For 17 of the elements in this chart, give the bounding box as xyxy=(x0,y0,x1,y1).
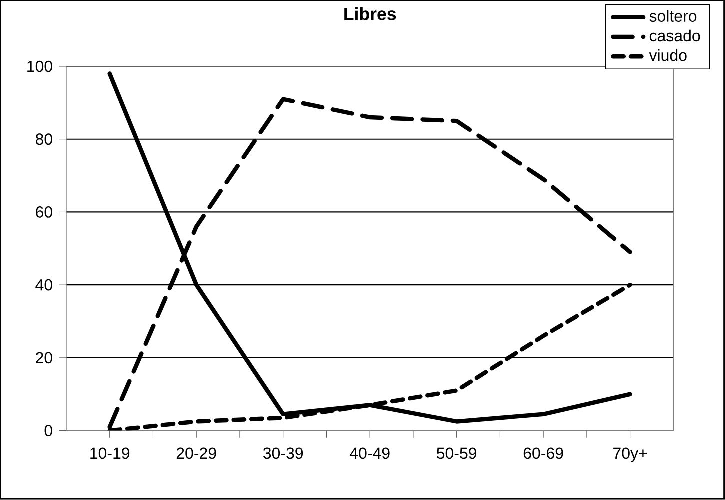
legend-label: casado xyxy=(650,30,700,42)
x-tick-label: 20-29 xyxy=(176,448,216,460)
y-tick-label: 40 xyxy=(36,279,52,291)
legend-label: viudo xyxy=(649,50,687,62)
x-tick-label: 10-19 xyxy=(90,448,130,460)
y-tick-label: 100 xyxy=(28,60,52,72)
y-tick-label: 80 xyxy=(36,134,52,146)
x-tick-label: 30-39 xyxy=(263,448,304,460)
x-tick-label: 70y+ xyxy=(614,448,648,462)
y-tick-label: 0 xyxy=(44,425,52,437)
x-tick-label: 40-49 xyxy=(350,448,390,460)
x-tick-label: 50-59 xyxy=(437,448,477,460)
legend-label: soltero xyxy=(650,10,697,22)
y-tick-label: 20 xyxy=(36,352,52,364)
y-tick-label: 60 xyxy=(36,206,52,218)
chart-title: Libres xyxy=(344,7,396,20)
x-tick-label: 60-69 xyxy=(524,448,564,460)
